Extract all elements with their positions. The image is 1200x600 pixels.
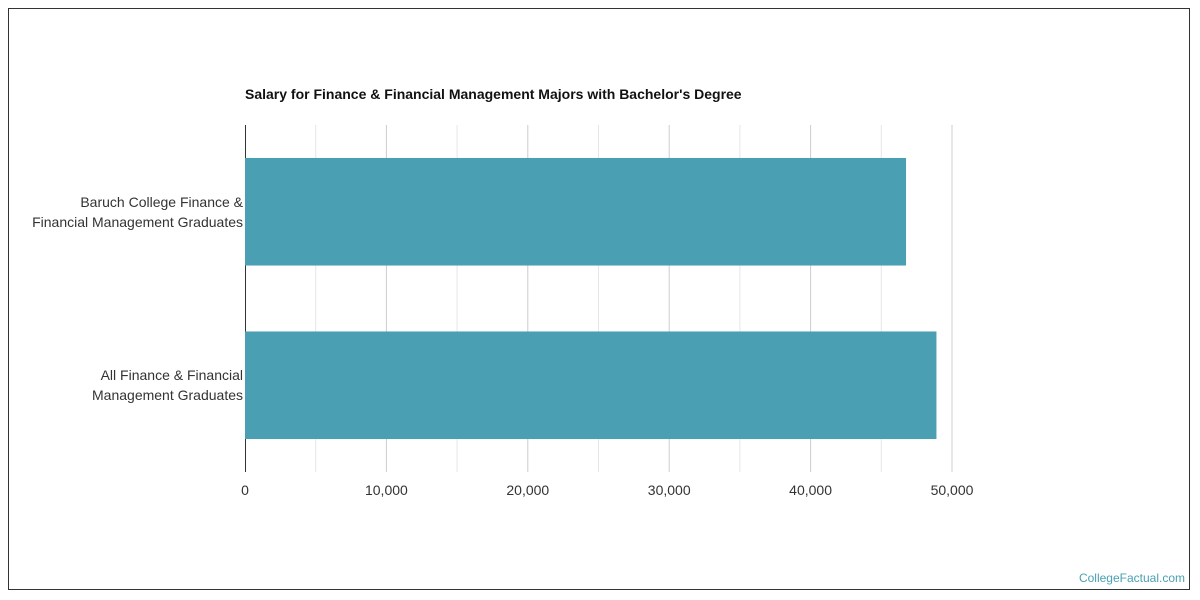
source[interactable]: CollegeFactual.com [1079,571,1185,585]
x-tick-label: 0 [241,482,249,498]
x-tick-label: 20,000 [506,482,549,498]
x-tick-label: 40,000 [789,482,832,498]
bar [245,331,937,440]
chart-title: Salary for Finance & Financial Managemen… [245,86,742,102]
x-tick-label: 30,000 [648,482,691,498]
y-tick-label: All Finance & Financial Management Gradu… [92,367,243,404]
bar [245,157,907,266]
x-tick-label: 50,000 [931,482,974,498]
x-tick-label: 10,000 [365,482,408,498]
frame [8,8,1190,590]
y-tick-label: Baruch College Finance & Financial Manag… [32,193,243,230]
